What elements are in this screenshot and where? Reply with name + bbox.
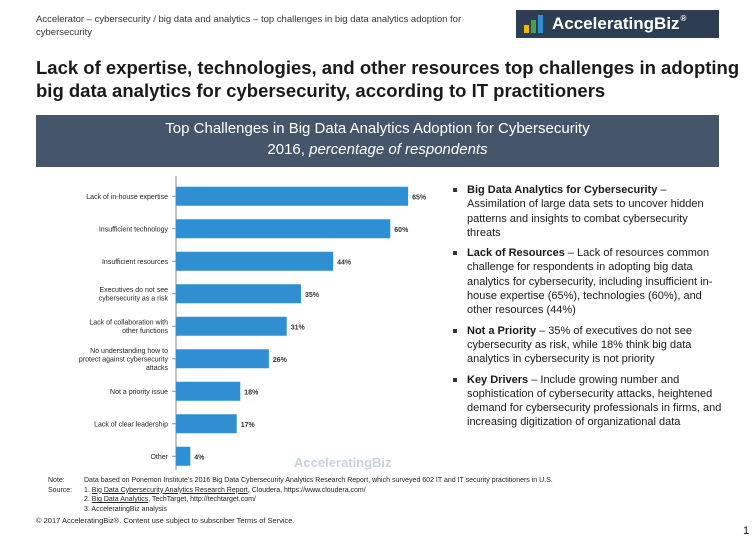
logo-text: AcceleratingBiz® (552, 14, 687, 33)
bar (176, 186, 409, 206)
bar (176, 284, 301, 304)
note-label: Note: (48, 477, 65, 484)
bullet-item: Big Data Analytics for Cybersecurity – A… (450, 183, 722, 240)
bar (176, 316, 287, 336)
data-label: 18% (244, 389, 259, 396)
data-label: 17% (241, 422, 256, 429)
page-number: 1 (743, 525, 750, 537)
note-text: Data based on Ponemon Institute's 2016 B… (84, 477, 553, 484)
data-label: 26% (273, 357, 288, 364)
logo-bars-icon (524, 15, 546, 33)
category-label: Not a priority issue (110, 389, 168, 396)
category-label: Other (150, 454, 168, 461)
bar (176, 219, 391, 239)
chart-watermark: AcceleratingBiz (294, 455, 392, 470)
data-label: 65% (412, 194, 427, 201)
category-label: Insufficient technology (99, 226, 169, 233)
bar-chart-svg: AcceleratingBiz 65% Lack of in-house exper… (79, 176, 427, 473)
notes-and-sources: Note: Data based on Ponemon Institute's … (48, 476, 698, 514)
category-label: Lack of clear leadership (94, 421, 168, 428)
source-1-link[interactable]: Big Data Cybersecurity Analytics Researc… (91, 486, 248, 494)
page-headline: Lack of expertise, technologies, and oth… (36, 57, 740, 101)
copyright: © 2017 AcceleratingBiz®. Content use sub… (36, 516, 295, 525)
chart-banner: Top Challenges in Big Data Analytics Ado… (36, 115, 719, 167)
data-label: 4% (194, 454, 205, 461)
bar (176, 381, 241, 401)
bar (176, 446, 191, 466)
category-label: No understanding how to protect against c… (79, 348, 169, 372)
bar (176, 251, 334, 271)
source-1: 1. Big Data Cybersecurity Analytics Rese… (84, 486, 366, 494)
data-label: 31% (291, 324, 306, 331)
category-label: Executives do not see cybersecurity as a … (99, 287, 169, 303)
bullet-item: Key Drivers – Include growing number and… (450, 373, 722, 430)
chart-subtitle: 2016, percentage of respondents (267, 141, 488, 158)
category-label: Lack of collaboration with other function… (89, 320, 168, 336)
data-label: 60% (394, 227, 409, 234)
bullet-item: Not a Priority – 35% of executives do no… (450, 324, 722, 367)
data-label: 44% (337, 259, 352, 266)
key-findings: Big Data Analytics for Cybersecurity – A… (450, 183, 722, 436)
data-label: 35% (305, 292, 320, 299)
source-2: 2. Big Data Analytics, TechTarget, http:… (84, 496, 256, 503)
category-label: Lack of in-house expertise (86, 194, 168, 201)
breadcrumb: Accelerator – cybersecurity / big data a… (36, 14, 462, 38)
source-3: 3. AcceleratingBiz analysis (84, 505, 167, 513)
bar (176, 349, 269, 369)
bar-chart: AcceleratingBiz 65% Lack of in-house exper… (36, 170, 450, 473)
chart-title: Top Challenges in Big Data Analytics Ado… (165, 120, 590, 137)
category-label: Insufficient resources (102, 259, 169, 266)
acceleratingbiz-logo: AcceleratingBiz® (516, 10, 719, 38)
bar (176, 414, 237, 434)
source-label: Source: (48, 486, 73, 494)
source-2-link[interactable]: Big Data Analytics (91, 496, 149, 503)
bullet-item: Lack of Resources – Lack of resources co… (450, 246, 722, 317)
